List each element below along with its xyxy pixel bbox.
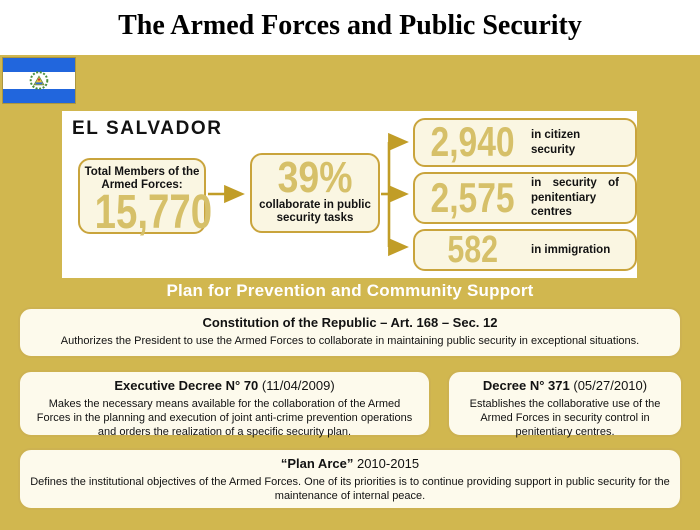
citizen-security-box: 2,940 in citizen security (413, 118, 637, 167)
percentage-value: 39% (277, 153, 353, 202)
plan-arce-date: 2010-2015 (356, 456, 420, 471)
decree-371-title-text: Decree N° 371 (482, 378, 570, 393)
plan-banner-title: Plan for Prevention and Community Suppor… (166, 281, 534, 300)
decree-371-card-title: Decree N° 371 (05/27/2010) (449, 378, 681, 393)
constitution-card: Constitution of the Republic – Art. 168 … (18, 307, 682, 358)
total-members-box: Total Members of the Armed Forces: 15,77… (78, 158, 212, 237)
plan-arce-title-text: “Plan Arce” (280, 456, 354, 471)
immigration-value: 582 (447, 228, 499, 271)
executive-decree-card-body: Makes the necessary means available for … (36, 398, 413, 438)
executive-decree-card-title: Executive Decree N° 70 (11/04/2009) (20, 378, 429, 393)
immigration-label: in immigration (531, 243, 611, 256)
decree-371-card: Decree N° 371 (05/27/2010) Establishes t… (447, 370, 683, 438)
percentage-label: collaborate in public security tasks (259, 199, 371, 225)
country-label: EL SALVADOR (72, 118, 223, 139)
penitentiary-security-box: 2,575 in security of penitentiary centre… (413, 172, 637, 224)
constitution-card-title: Constitution of the Republic – Art. 168 … (202, 315, 498, 330)
total-members-label: Total Members of the Armed Forces: (84, 166, 200, 192)
penitentiary-security-value: 2,575 (430, 173, 516, 221)
decree-371-date: (05/27/2010) (573, 378, 648, 393)
executive-decree-title-text: Executive Decree N° 70 (114, 378, 259, 393)
constitution-card-body: Authorizes the President to use the Arme… (60, 335, 640, 347)
percentage-box: 39% collaborate in public security tasks (250, 153, 380, 233)
decree-371-card-body: Establishes the collaborative use of the… (469, 398, 661, 438)
penitentiary-security-label: in security of penitentiary centres (531, 177, 619, 219)
flow-panel: EL SALVADOR Total Members of the Armed F… (62, 111, 637, 278)
executive-decree-date: (11/04/2009) (261, 378, 335, 393)
total-members-value: 15,770 (94, 186, 213, 240)
page-title: The Armed Forces and Public Security (118, 10, 582, 41)
el-salvador-flag-icon (3, 58, 75, 103)
plan-arce-card-title: “Plan Arce” 2010-2015 (20, 456, 680, 471)
citizen-security-value: 2,940 (430, 118, 516, 165)
citizen-security-label: in citizen security (531, 129, 581, 156)
plan-arce-card: “Plan Arce” 2010-2015 Defines the instit… (18, 448, 682, 510)
plan-arce-card-body: Defines the institutional objectives of … (30, 476, 670, 502)
immigration-box: 582 in immigration (413, 229, 637, 271)
executive-decree-card: Executive Decree N° 70 (11/04/2009) Make… (18, 370, 431, 438)
